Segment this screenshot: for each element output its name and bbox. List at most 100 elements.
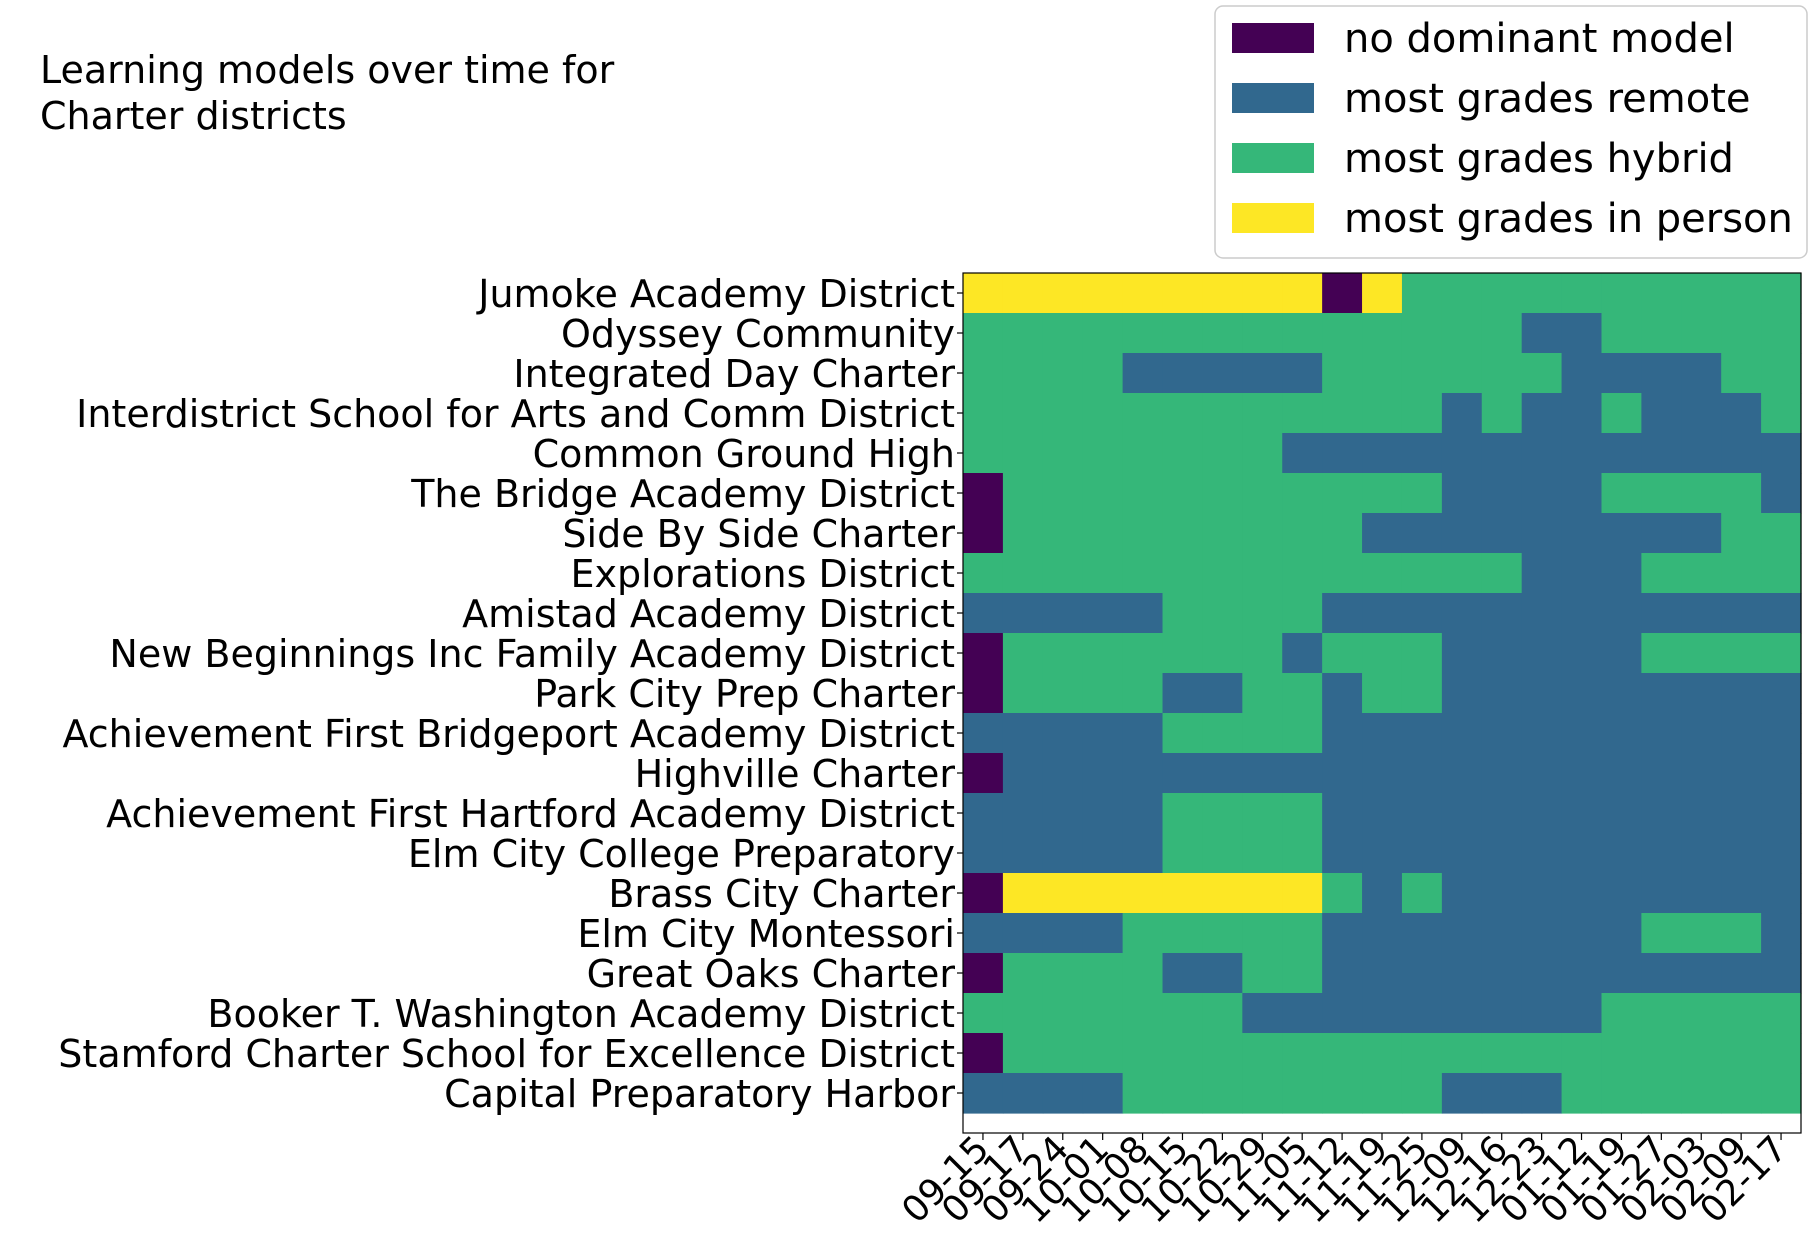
heatmap-cell xyxy=(1521,713,1563,754)
heatmap-cell xyxy=(1282,473,1323,514)
heatmap-cell xyxy=(1401,473,1443,514)
y-tick-label: Great Oaks Charter xyxy=(587,952,956,996)
heatmap-cell xyxy=(1401,993,1443,1034)
heatmap-cell xyxy=(1242,313,1283,354)
heatmap-cell xyxy=(1162,713,1204,754)
heatmap-cell xyxy=(1481,993,1523,1034)
heatmap-cell xyxy=(1242,993,1283,1034)
heatmap-cell xyxy=(1761,553,1802,594)
heatmap-cell xyxy=(1242,433,1283,474)
heatmap-cell xyxy=(1601,273,1642,314)
heatmap-cell xyxy=(1122,513,1164,554)
heatmap-cell xyxy=(1082,633,1124,674)
heatmap-cell xyxy=(1322,1073,1363,1114)
heatmap-cell xyxy=(1002,793,1044,834)
heatmap-cell xyxy=(1481,353,1523,394)
heatmap-cell xyxy=(1162,593,1204,634)
heatmap-cell xyxy=(1002,993,1044,1034)
heatmap-cell xyxy=(1441,433,1483,474)
heatmap-cell xyxy=(1282,953,1323,994)
heatmap-cell xyxy=(1761,1033,1802,1074)
heatmap-cell xyxy=(1082,1073,1124,1114)
heatmap-cell xyxy=(1601,753,1642,794)
heatmap-cell xyxy=(1561,793,1603,834)
heatmap-cell xyxy=(1401,593,1443,634)
heatmap-cell xyxy=(1681,633,1722,674)
heatmap-cell xyxy=(1441,793,1483,834)
heatmap-cell xyxy=(1521,753,1563,794)
heatmap-cell xyxy=(1481,393,1523,434)
heatmap-cell xyxy=(1162,633,1204,674)
heatmap-cell xyxy=(1242,1073,1283,1114)
heatmap-cell xyxy=(1042,1073,1084,1114)
heatmap-cell xyxy=(963,793,1004,834)
heatmap-cell xyxy=(1042,953,1084,994)
heatmap-cell xyxy=(1362,793,1403,834)
heatmap-cell xyxy=(1681,353,1722,394)
heatmap-cell xyxy=(1601,913,1642,954)
heatmap-cell xyxy=(1202,473,1243,514)
y-tick-label: Park City Prep Charter xyxy=(534,672,955,716)
heatmap-cell xyxy=(1122,633,1164,674)
heatmap-cell xyxy=(1681,313,1722,354)
heatmap-cell xyxy=(1042,1033,1084,1074)
heatmap-cell xyxy=(1521,513,1563,554)
heatmap-cell xyxy=(1561,273,1603,314)
heatmap-cell xyxy=(1441,313,1483,354)
heatmap-cell xyxy=(1322,1033,1363,1074)
heatmap-cell xyxy=(1282,313,1323,354)
heatmap-cell xyxy=(1122,1033,1164,1074)
heatmap-cell xyxy=(1521,553,1563,594)
heatmap-cell xyxy=(963,713,1004,754)
heatmap-cell xyxy=(1761,793,1802,834)
heatmap-cell xyxy=(1282,513,1323,554)
heatmap-cell xyxy=(1082,793,1124,834)
heatmap-cell xyxy=(1042,673,1084,714)
heatmap-cell xyxy=(1042,273,1084,314)
legend-swatch xyxy=(1232,83,1314,113)
heatmap-cell xyxy=(963,633,1004,674)
heatmap-cell xyxy=(1082,673,1124,714)
heatmap-cell xyxy=(1322,953,1363,994)
heatmap-cell xyxy=(1042,913,1084,954)
heatmap-cell xyxy=(1282,833,1323,874)
legend-box xyxy=(1214,5,1808,259)
heatmap-cell xyxy=(1521,393,1563,434)
heatmap-cell xyxy=(1601,1073,1642,1114)
heatmap-cell xyxy=(1641,753,1682,794)
heatmap-cell xyxy=(1042,593,1084,634)
heatmap-cell xyxy=(1282,433,1323,474)
heatmap-cell xyxy=(1122,993,1164,1034)
heatmap-cell xyxy=(1401,553,1443,594)
heatmap-cell xyxy=(1322,793,1363,834)
heatmap-cell xyxy=(1282,1073,1323,1114)
heatmap-cell xyxy=(1641,1033,1682,1074)
heatmap-cell xyxy=(1282,673,1323,714)
heatmap-cell xyxy=(1561,713,1603,754)
heatmap-cell xyxy=(1322,993,1363,1034)
legend-label: no dominant model xyxy=(1344,16,1735,62)
heatmap-cell xyxy=(1521,833,1563,874)
heatmap-cell xyxy=(1601,793,1642,834)
heatmap-cell xyxy=(1162,553,1204,594)
heatmap-cell xyxy=(963,873,1004,914)
heatmap-cell xyxy=(1042,793,1084,834)
heatmap-cell xyxy=(1162,1073,1204,1114)
heatmap-cell xyxy=(1002,273,1044,314)
heatmap-cell xyxy=(963,593,1004,634)
heatmap-cell xyxy=(1162,993,1204,1034)
heatmap-cell xyxy=(1681,553,1722,594)
heatmap-cell xyxy=(1002,553,1044,594)
heatmap-cell xyxy=(1721,593,1762,634)
heatmap-cell xyxy=(1162,473,1204,514)
heatmap-cell xyxy=(1242,393,1283,434)
heatmap-cell xyxy=(1202,713,1243,754)
legend-swatch xyxy=(1232,23,1314,53)
heatmap-cell xyxy=(1122,873,1164,914)
heatmap-cell xyxy=(1322,753,1363,794)
heatmap-cell xyxy=(1322,633,1363,674)
y-tick-label: Side By Side Charter xyxy=(562,512,955,556)
heatmap-cell xyxy=(1761,273,1802,314)
y-tick-label: New Beginnings Inc Family Academy Distri… xyxy=(109,632,955,676)
